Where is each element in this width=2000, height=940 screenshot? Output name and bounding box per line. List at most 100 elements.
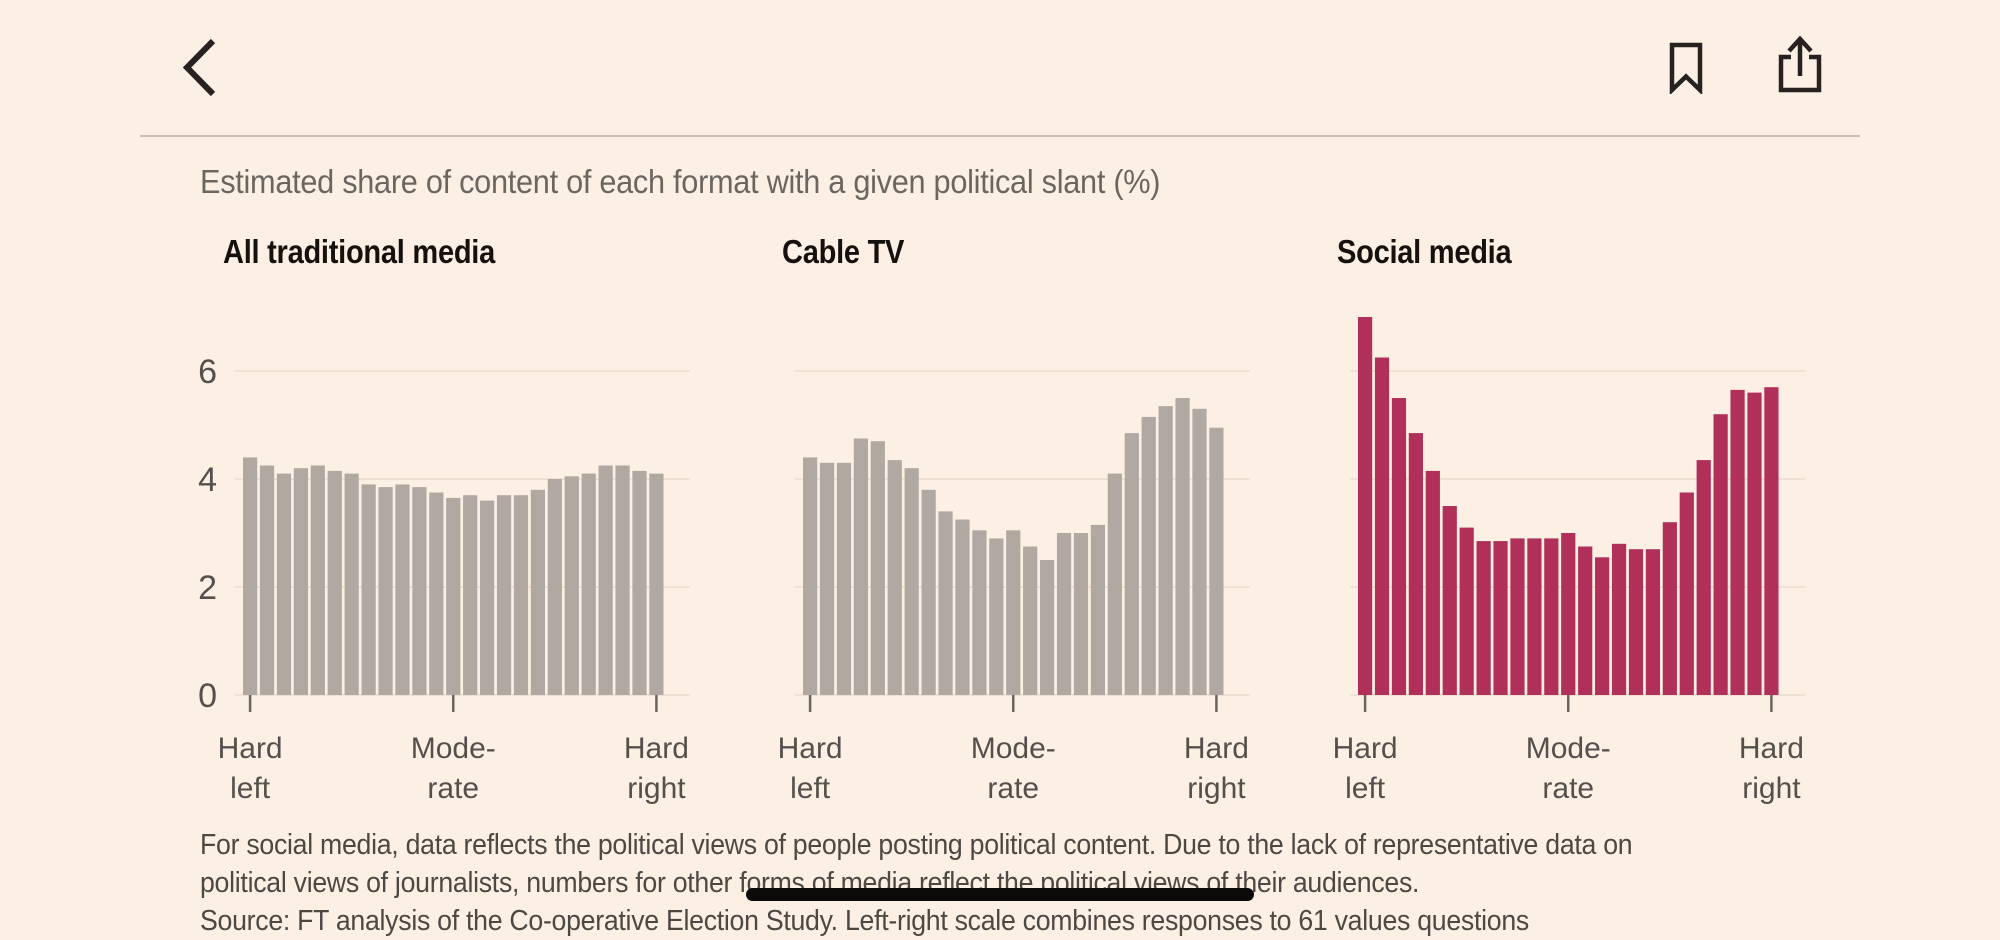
bar xyxy=(1595,557,1610,695)
bar xyxy=(938,511,953,695)
bar xyxy=(276,473,292,695)
x-tick-label: Mode- xyxy=(971,732,1056,765)
bar xyxy=(1425,470,1440,695)
bar xyxy=(1040,560,1055,695)
back-button[interactable] xyxy=(178,36,222,102)
bar xyxy=(1209,427,1224,695)
chart-heading: Estimated share of content of each forma… xyxy=(200,163,1161,200)
x-tick-label: left xyxy=(230,772,271,805)
bar xyxy=(480,500,495,695)
bar xyxy=(412,487,427,695)
bar xyxy=(955,519,970,695)
chart-title-social: Social media xyxy=(1337,233,1512,270)
x-tick-label: Hard xyxy=(1739,732,1804,765)
bookmark-icon xyxy=(1669,42,1703,96)
bar xyxy=(972,530,987,695)
bar xyxy=(1544,538,1559,695)
x-tick-label: right xyxy=(1187,772,1246,805)
x-tick-label: rate xyxy=(427,772,479,805)
bar xyxy=(1611,543,1627,695)
bar xyxy=(429,492,444,695)
bar xyxy=(530,489,546,695)
bar xyxy=(1527,538,1542,695)
bar xyxy=(1141,416,1156,695)
bar xyxy=(1645,549,1661,695)
x-tick-label: right xyxy=(1742,772,1801,805)
y-tick-label: 2 xyxy=(198,569,217,607)
bar xyxy=(921,489,936,695)
bar xyxy=(446,497,461,695)
bar xyxy=(1090,524,1106,695)
bar xyxy=(1023,546,1038,695)
x-tick-label: right xyxy=(627,772,686,805)
bar xyxy=(1006,530,1021,695)
bar xyxy=(513,495,529,695)
bar xyxy=(819,462,835,695)
bar xyxy=(1747,392,1762,695)
bar xyxy=(803,457,818,695)
bar xyxy=(1679,492,1694,695)
bar xyxy=(1662,522,1677,695)
bar xyxy=(463,495,478,695)
x-tick-label: Hard xyxy=(218,732,283,765)
bar xyxy=(1713,414,1728,695)
bar xyxy=(496,495,512,695)
bar xyxy=(259,465,275,695)
header-divider xyxy=(140,135,1860,137)
bar xyxy=(615,465,630,695)
x-tick-label: left xyxy=(790,772,831,805)
bar xyxy=(1374,357,1390,695)
bar xyxy=(310,465,325,695)
bar xyxy=(1730,389,1745,695)
bar xyxy=(1764,387,1779,695)
chevron-left-icon xyxy=(182,38,216,96)
bar xyxy=(293,468,308,695)
x-tick-label: Hard xyxy=(624,732,689,765)
bar xyxy=(1408,433,1423,695)
bar xyxy=(1124,433,1139,695)
x-tick-label: Mode- xyxy=(411,732,496,765)
bar xyxy=(1175,398,1190,695)
y-tick-label: 4 xyxy=(198,461,217,499)
bar xyxy=(1628,549,1644,695)
bar xyxy=(378,487,393,695)
bar xyxy=(598,465,613,695)
bar xyxy=(1358,317,1373,695)
bar xyxy=(1561,533,1576,695)
bar xyxy=(344,473,359,695)
bar xyxy=(1476,541,1491,695)
bar xyxy=(361,484,376,695)
footnote-line-1: For social media, data reflects the poli… xyxy=(200,829,1633,861)
bar xyxy=(1510,538,1525,695)
bar xyxy=(1578,546,1593,695)
bar xyxy=(989,538,1004,695)
source-line: Source: FT analysis of the Co-operative … xyxy=(200,905,1529,937)
x-tick-label: rate xyxy=(987,772,1039,805)
bar-chart-cable-tv: Hard left Mode-rate Hard right xyxy=(778,370,1250,805)
bar-chart-social-media: Hard left Mode-rate Hard right xyxy=(1333,317,1805,805)
bar xyxy=(632,470,647,695)
bar xyxy=(1442,506,1457,695)
bar xyxy=(243,457,258,695)
y-tick-label: 0 xyxy=(198,677,217,715)
bar xyxy=(649,473,664,695)
x-tick-label: Hard xyxy=(1333,732,1398,765)
bar xyxy=(581,473,596,695)
bar xyxy=(1459,527,1474,695)
bar xyxy=(836,462,852,695)
bookmark-button[interactable] xyxy=(1666,42,1706,96)
x-tick-label: Hard xyxy=(1184,732,1249,765)
bar xyxy=(1107,473,1122,695)
bar xyxy=(1696,460,1711,695)
home-indicator[interactable] xyxy=(746,888,1254,901)
bar xyxy=(1056,533,1072,695)
bar xyxy=(395,484,410,695)
share-button[interactable] xyxy=(1776,34,1824,96)
bar xyxy=(1073,533,1089,695)
bar xyxy=(904,468,919,695)
chart-title-cable: Cable TV xyxy=(782,233,905,270)
bar xyxy=(887,460,902,695)
bar xyxy=(327,470,342,695)
bar xyxy=(1158,406,1173,695)
x-tick-label: rate xyxy=(1542,772,1594,805)
